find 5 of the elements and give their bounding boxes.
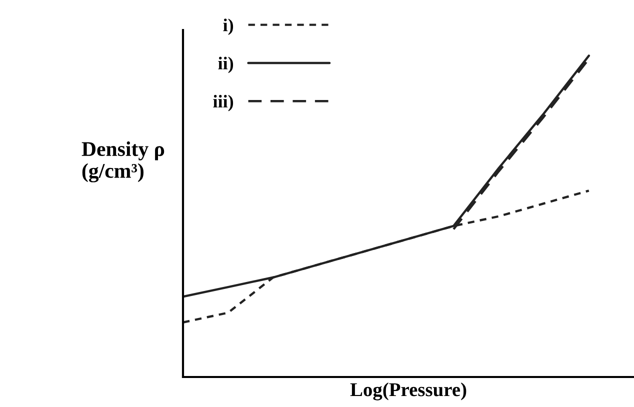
legend-label: ii) <box>218 56 234 74</box>
legend-label: i) <box>223 18 234 35</box>
x-axis-title: Log(Pressure) <box>350 382 466 400</box>
legend-label: iii) <box>213 94 234 112</box>
y-axis-title: Density ρ (g/cm³) <box>82 141 164 182</box>
